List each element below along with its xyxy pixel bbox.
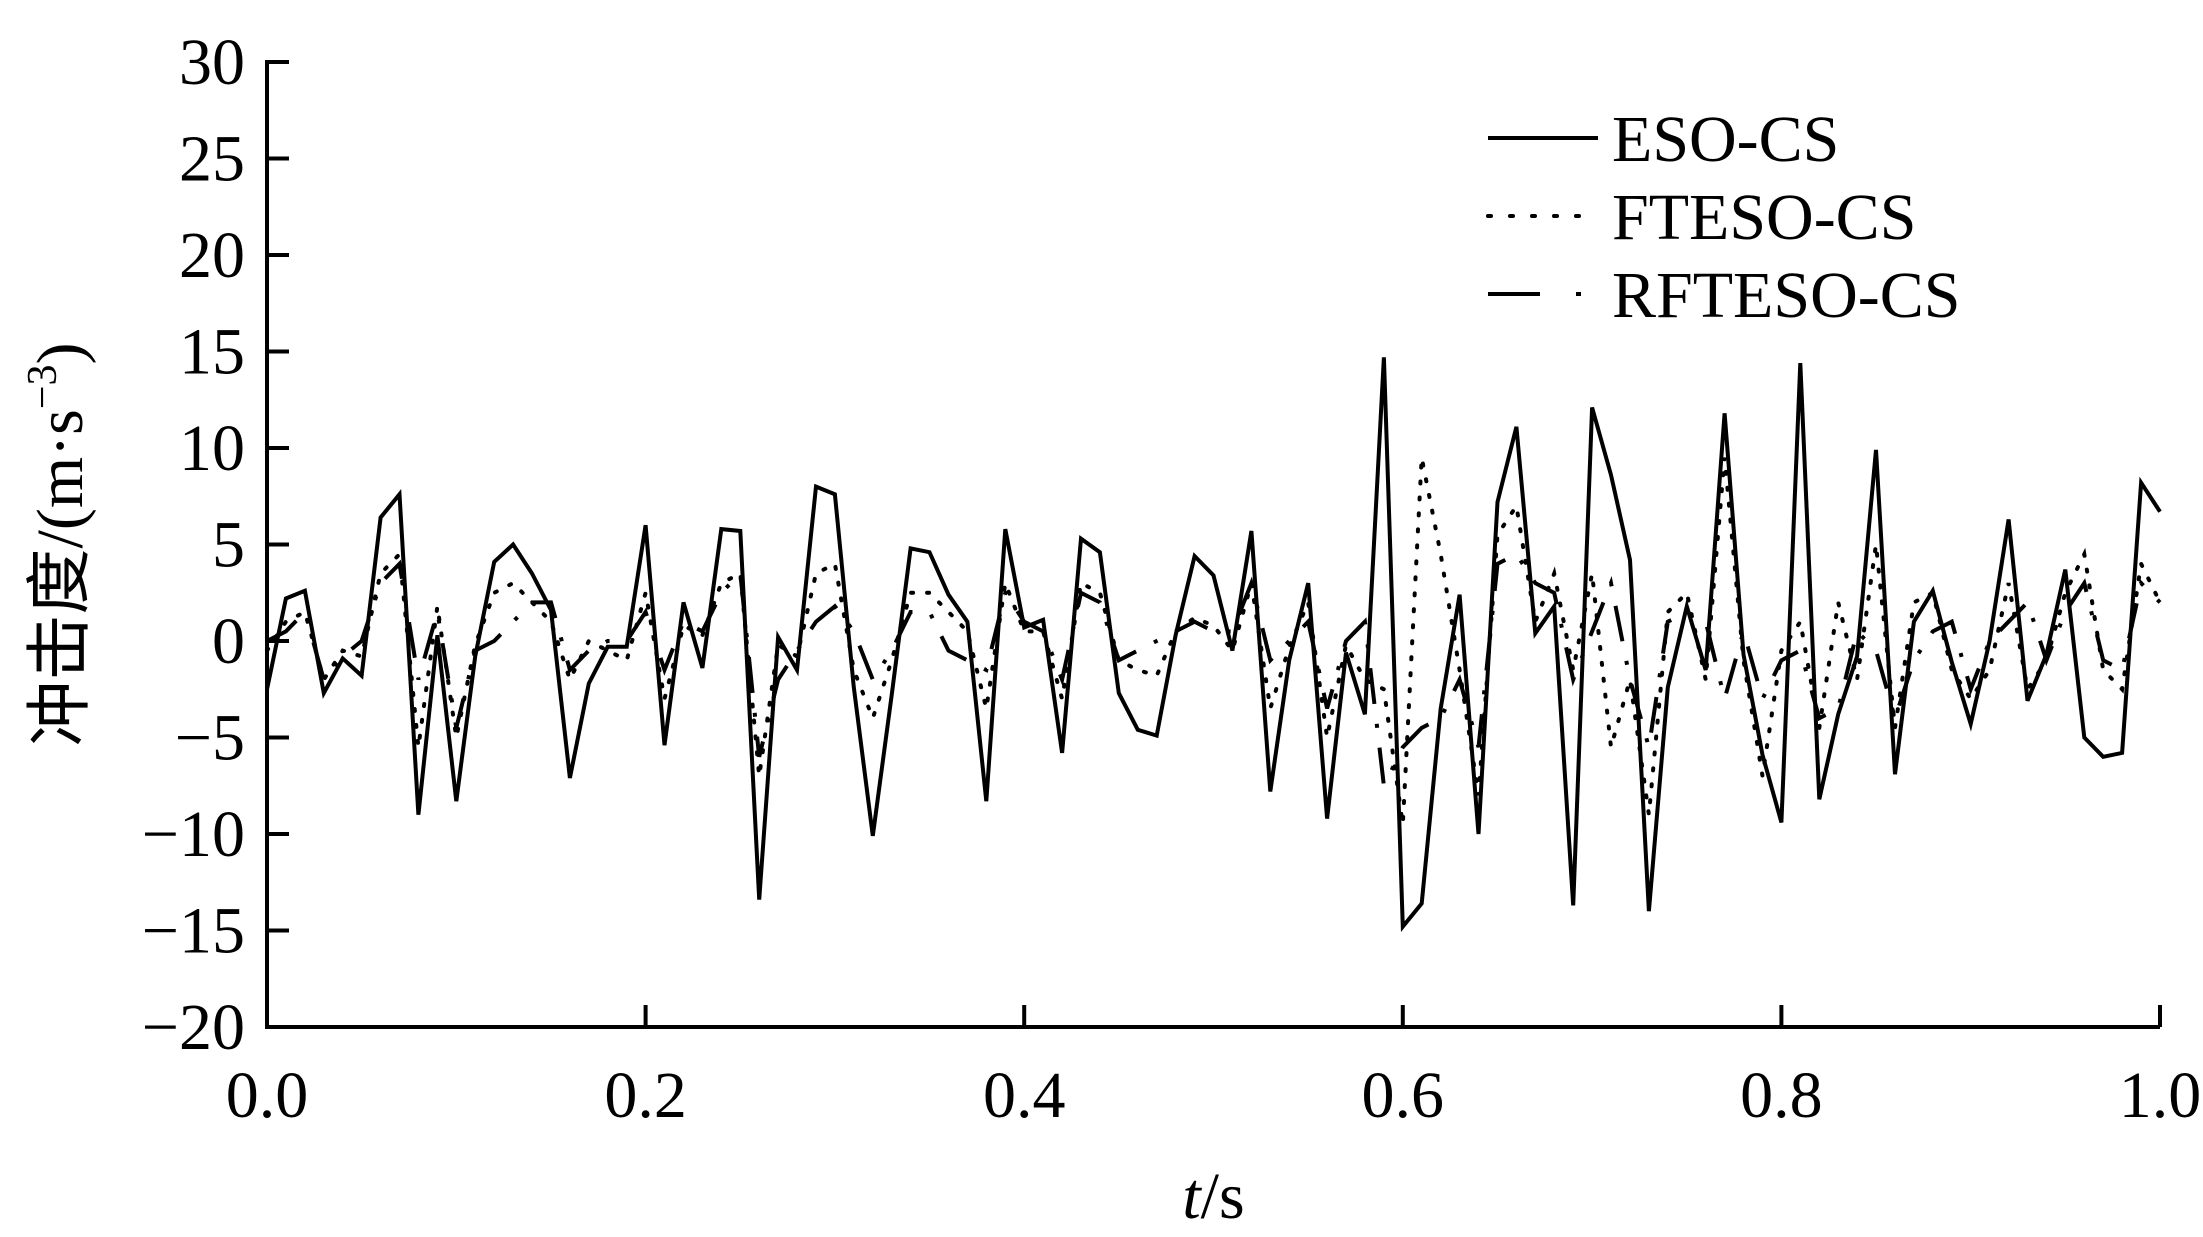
y-axis-title-sup: −3 — [20, 364, 66, 409]
x-axis-title-var: t — [1182, 1160, 1202, 1233]
y-tick-label: −10 — [142, 798, 245, 871]
series-line-eso-cs — [265, 357, 2162, 932]
y-tick-label: 25 — [179, 123, 245, 196]
x-tick-label: 0.2 — [604, 1059, 687, 1132]
x-axis-title: t/s — [1182, 1160, 1244, 1233]
legend: ESO-CS FTESO-CS RFTESO-CS — [1486, 103, 1960, 332]
series-line-rfteso-cs — [266, 551, 2162, 793]
legend-label-fteso-cs: FTESO-CS — [1612, 181, 1916, 254]
y-tick-label: 10 — [179, 412, 245, 485]
y-axis-title: 冲击度/(m·s−3) — [20, 343, 97, 747]
series — [265, 357, 2162, 932]
y-tick-label: 0 — [212, 605, 245, 678]
x-tick-label: 0.0 — [226, 1059, 309, 1132]
x-tick-label: 1.0 — [2119, 1059, 2202, 1132]
x-tick-label: 0.6 — [1362, 1059, 1445, 1132]
ticks: −20 −15 −10 −5 0 5 10 15 20 25 30 0.0 0.2 0.4 0.6 0.8 1.… — [142, 26, 2201, 1132]
y-tick-label: −15 — [142, 895, 245, 968]
x-axis-title-unit: /s — [1201, 1160, 1245, 1233]
y-axis-title-close: ) — [24, 343, 97, 365]
y-axis-title-main: 冲击度/(m·s — [24, 409, 97, 746]
y-tick-label: 5 — [212, 509, 245, 582]
legend-label-eso-cs: ESO-CS — [1612, 103, 1839, 176]
series-line-fteso-cs — [265, 457, 2162, 825]
y-tick-label: 15 — [179, 316, 245, 389]
y-tick-label: 30 — [179, 26, 245, 99]
y-tick-label: 20 — [179, 219, 245, 292]
x-tick-label: 0.8 — [1740, 1059, 1823, 1132]
y-tick-label: −20 — [142, 991, 245, 1064]
x-tick-label: 0.4 — [983, 1059, 1066, 1132]
y-tick-label: −5 — [175, 702, 245, 775]
legend-label-rfteso-cs: RFTESO-CS — [1612, 259, 1960, 332]
